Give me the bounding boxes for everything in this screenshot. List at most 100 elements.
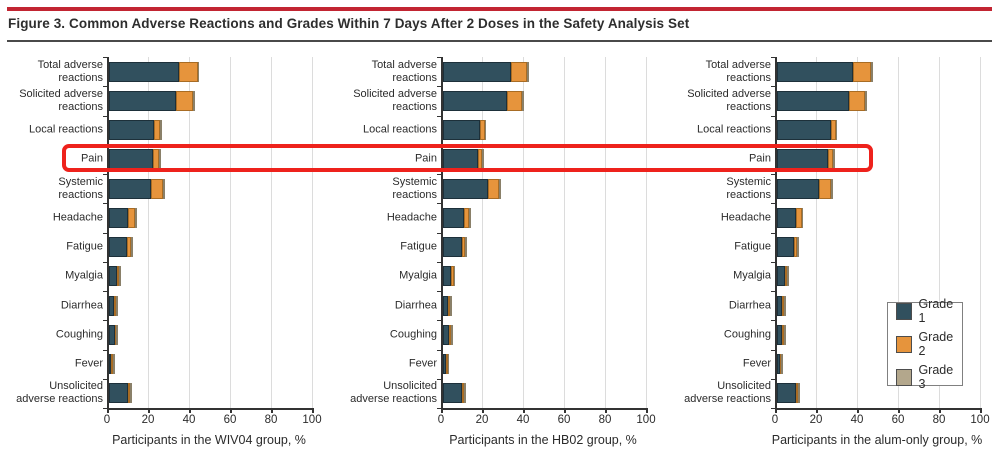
x-tick (816, 408, 818, 413)
bar-segment-grade-3 (447, 354, 450, 375)
bar-segment-grade-3 (522, 90, 524, 111)
bar-segment-grade-3 (134, 207, 137, 228)
category-label: Unsolicited adverse reactions (16, 380, 103, 406)
bar-segment-grade-2 (445, 354, 448, 375)
bar-segment-grade-2 (784, 266, 788, 287)
bar-segment-grade-1 (442, 120, 480, 141)
x-tick (646, 408, 648, 413)
bar-segment-grade-2 (127, 383, 130, 404)
plot-area (437, 57, 648, 413)
x-tick-label: 100 (970, 414, 990, 426)
x-tick-label: 40 (516, 414, 530, 426)
bar-fatigue (776, 237, 799, 258)
bar-segment-grade-1 (108, 324, 115, 345)
y-tick (103, 115, 107, 117)
bar-unsolicited (776, 383, 801, 404)
bar-segment-grade-3 (787, 266, 789, 287)
category-label: Fatigue (66, 240, 103, 253)
bar-segment-grade-1 (776, 178, 820, 199)
category-label: Pain (414, 152, 437, 165)
bar-segment-grade-3 (112, 354, 115, 375)
y-tick (437, 232, 441, 234)
gridline (646, 57, 647, 408)
bar-segment-grade-2 (830, 120, 836, 141)
gridline (312, 57, 313, 408)
x-tick-label: 0 (771, 414, 779, 426)
y-tick (437, 378, 441, 380)
bar-segment-grade-1 (442, 149, 478, 170)
bar-fever (776, 354, 784, 375)
bar-systemic (442, 178, 502, 199)
category-label: Coughing (723, 328, 771, 341)
bar-segment-grade-2 (782, 324, 785, 345)
bar-segment-grade-3 (119, 266, 121, 287)
category-label: Fever (408, 357, 437, 370)
bar-fatigue (108, 237, 133, 258)
y-tick (771, 232, 775, 234)
bar-segment-grade-1 (776, 207, 796, 228)
bar-segment-grade-2 (793, 237, 797, 258)
bar-segment-grade-1 (108, 90, 177, 111)
plot-area (103, 57, 314, 413)
bar-diarrhea (776, 295, 787, 316)
bar-segment-grade-1 (442, 61, 511, 82)
bar-segment-grade-3 (450, 295, 453, 316)
category-label: Solicited adverse reactions (19, 87, 103, 113)
bar-headache (776, 207, 804, 228)
bar-segment-grade-1 (442, 354, 446, 375)
bar-headache (108, 207, 137, 228)
chart-panel: Total adverse reactions Solicited adverse… (334, 57, 668, 457)
bar-segment-grade-1 (442, 207, 465, 228)
bar-systemic (108, 178, 165, 199)
x-tick (441, 408, 443, 413)
bar-segment-grade-1 (108, 383, 128, 404)
bar-unsolicited (108, 383, 132, 404)
category-label: Systemic reactions (392, 175, 437, 201)
bar-total-adverse (776, 61, 873, 82)
category-label: Pain (80, 152, 103, 165)
legend-item: Grade 1 (896, 297, 962, 325)
bar-segment-grade-1 (776, 295, 783, 316)
bar-segment-grade-2 (114, 295, 117, 316)
bar-segment-grade-3 (781, 354, 784, 375)
bar-segment-grade-1 (108, 354, 112, 375)
bar-segment-grade-3 (526, 61, 529, 82)
x-axis (107, 408, 313, 410)
y-tick (103, 408, 107, 409)
bar-segment-grade-2 (176, 90, 194, 111)
bar-diarrhea (442, 295, 453, 316)
y-tick (771, 378, 775, 380)
category-label: Coughing (55, 328, 103, 341)
x-axis-title: Participants in the alum-only group, % (771, 433, 983, 447)
x-tick (482, 408, 484, 413)
bar-segment-grade-2 (126, 237, 131, 258)
y-tick (103, 174, 107, 175)
gridline (482, 57, 483, 408)
y-tick (771, 203, 775, 205)
y-tick (771, 174, 775, 175)
y-tick (437, 174, 441, 175)
category-label: Fatigue (734, 240, 771, 253)
category-label: Fever (742, 357, 771, 370)
y-tick (103, 86, 107, 88)
bar-segment-grade-3 (116, 295, 118, 316)
bar-segment-grade-3 (197, 61, 200, 82)
legend-item: Grade 2 (896, 330, 962, 358)
x-tick (312, 408, 314, 413)
y-axis (441, 57, 443, 409)
category-label: Headache (720, 211, 771, 224)
y-tick (771, 320, 775, 322)
x-tick-label: 20 (141, 414, 155, 426)
bar-segment-grade-2 (450, 266, 454, 287)
x-tick (939, 408, 941, 413)
bar-fever (442, 354, 450, 375)
bar-segment-grade-3 (835, 120, 838, 141)
bar-headache (442, 207, 471, 228)
bar-segment-grade-2 (179, 61, 198, 82)
legend-label: Grade 2 (918, 330, 954, 358)
bar-segment-grade-2 (127, 207, 135, 228)
bar-coughing (108, 324, 119, 345)
bar-segment-grade-3 (832, 149, 835, 170)
bar-segment-grade-1 (442, 324, 450, 345)
chart-panel: Total adverse reactions Solicited adverse… (668, 57, 1000, 457)
